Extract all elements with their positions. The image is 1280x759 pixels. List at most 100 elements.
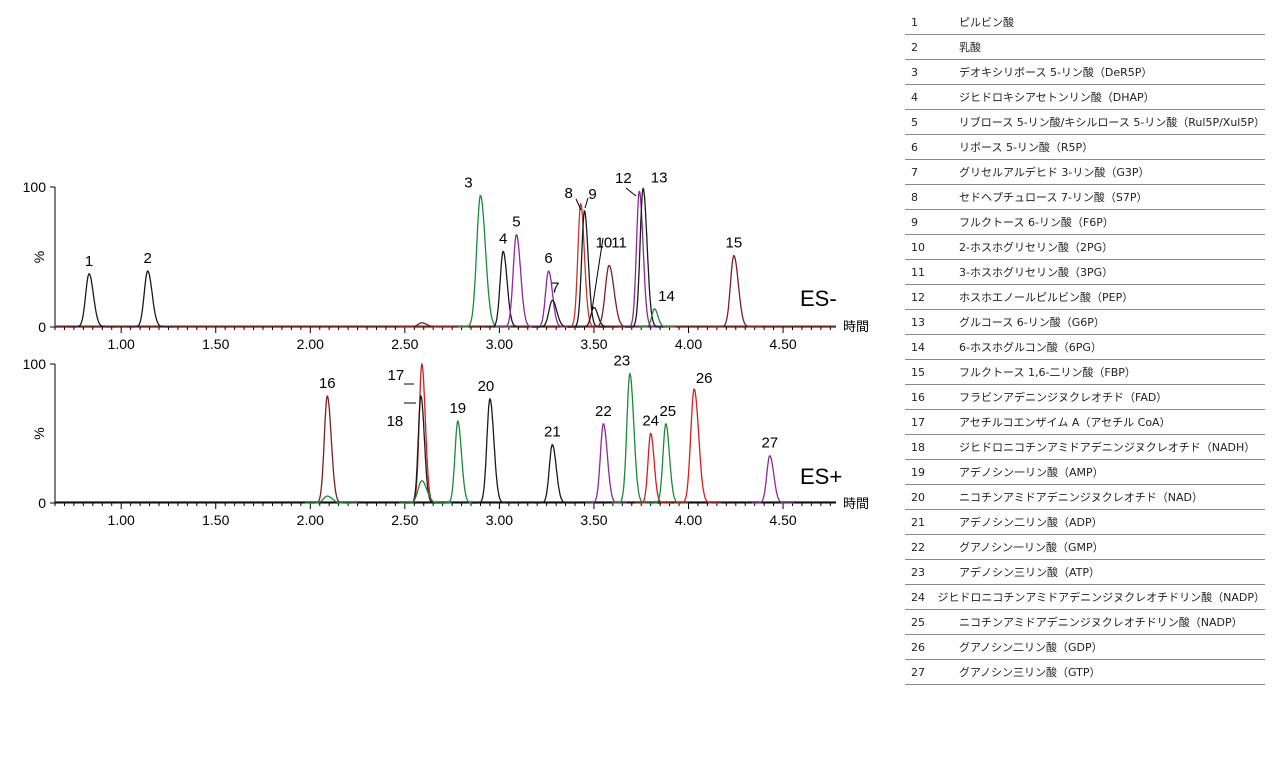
legend-row: 2 乳酸 xyxy=(905,35,1265,60)
legend-compound-name: ジヒドロニコチンアミドアデニンジヌクレオチドリン酸（NADP） xyxy=(937,591,1265,604)
legend-number: 9 xyxy=(911,215,918,229)
legend-compound-name: グアノシン二リン酸（GDP） xyxy=(959,641,1103,654)
peak-label: 3 xyxy=(464,174,472,191)
legend-number: 19 xyxy=(911,465,925,479)
legend-compound-name: グアノシン三リン酸（GTP） xyxy=(959,666,1101,679)
legend-row: 5 リブロース 5-リン酸/キシルロース 5-リン酸（Rul5P/Xul5P） xyxy=(905,110,1265,135)
peak-label: 7 xyxy=(551,279,559,296)
legend-compound-name: 乳酸 xyxy=(959,41,981,54)
legend-number: 1 xyxy=(911,15,918,29)
x-tick-label: 1.00 xyxy=(108,336,135,352)
legend-row: 12 ホスホエノールピルビン酸（PEP） xyxy=(905,285,1265,310)
peak-trace xyxy=(440,420,480,504)
y-tick-label: 0 xyxy=(38,319,46,335)
peak-label: 15 xyxy=(726,235,743,252)
peak-trace xyxy=(585,423,628,504)
legend-number: 5 xyxy=(911,115,918,129)
legend-row: 6 リボース 5-リン酸（R5P） xyxy=(905,135,1265,160)
legend-number: 3 xyxy=(911,65,918,79)
peak-label: 18 xyxy=(387,413,404,430)
peak-label: 11 xyxy=(611,234,627,251)
peak-trace xyxy=(68,273,117,328)
legend-row: 10 2-ホスホグリセリン酸（2PG） xyxy=(905,235,1265,260)
legend-row: 22 グアノシン一リン酸（GMP） xyxy=(905,535,1265,560)
legend-compound-name: フラビンアデニンジヌクレオチド（FAD） xyxy=(959,391,1168,404)
peak-label: 17 xyxy=(388,367,405,384)
label-leader-line xyxy=(575,198,582,211)
legend-number: 20 xyxy=(911,490,925,504)
legend-number: 21 xyxy=(911,515,925,529)
legend-number: 4 xyxy=(911,90,918,104)
y-tick-label: 100 xyxy=(23,356,47,372)
peak-trace xyxy=(673,388,722,504)
x-tick-label: 2.50 xyxy=(391,336,418,352)
x-tick-label: 4.00 xyxy=(675,512,702,528)
x-tick-label: 1.00 xyxy=(108,512,135,528)
x-tick-label: 2.00 xyxy=(297,336,324,352)
peak-label: 16 xyxy=(319,375,336,392)
peak-label: 26 xyxy=(696,370,713,387)
peak-label: 21 xyxy=(544,424,561,441)
legend-number: 18 xyxy=(911,440,925,454)
x-tick-label: 1.50 xyxy=(202,512,229,528)
x-tick-label: 2.50 xyxy=(391,512,418,528)
legend-compound-name: 6-ホスホグルコン酸（6PG） xyxy=(959,341,1102,354)
peak-label: 22 xyxy=(595,403,612,420)
y-axis-label: % xyxy=(31,427,47,439)
peak-trace xyxy=(309,394,351,504)
legend-compound-name: リブロース 5-リン酸/キシルロース 5-リン酸（Rul5P/Xul5P） xyxy=(958,116,1265,129)
ionization-mode-label: ES+ xyxy=(800,464,842,489)
legend-row: 1 ピルビン酸 xyxy=(905,10,1265,35)
peak-trace xyxy=(575,306,618,328)
peak-label: 2 xyxy=(143,250,151,267)
legend-row: 21 アデノシン二リン酸（ADP） xyxy=(905,510,1265,535)
peak-label: 14 xyxy=(658,288,675,305)
legend-number: 22 xyxy=(911,540,925,554)
chromatogram-es-plus: 1.00 1.50 2.00 2.50 3.00 3.50 4.00 4.50 0 100% ES+… xyxy=(23,353,869,528)
x-tick-label: 3.50 xyxy=(580,512,607,528)
x-tick-label: 1.50 xyxy=(202,336,229,352)
peak-trace xyxy=(399,322,453,328)
peak-trace xyxy=(534,443,576,504)
legend-compound-name: アデノシン二リン酸（ADP） xyxy=(959,516,1103,529)
peak-label: 9 xyxy=(588,186,596,203)
legend-number: 14 xyxy=(911,340,925,354)
legend-row: 13 グルコース 6-リン酸（G6P） xyxy=(905,310,1265,335)
legend-number: 7 xyxy=(911,165,918,179)
legend-row: 27 グアノシン三リン酸（GTP） xyxy=(905,660,1265,685)
x-tick-label: 3.00 xyxy=(486,512,513,528)
label-leader-line xyxy=(591,237,604,311)
peak-label: 4 xyxy=(499,230,507,247)
peak-label: 24 xyxy=(642,413,659,430)
legend-compound-name: ジヒドロキシアセトンリン酸（DHAP） xyxy=(959,91,1155,104)
peak-label: 20 xyxy=(478,378,495,395)
legend-number: 26 xyxy=(911,640,925,654)
legend-compound-name: アデノシン三リン酸（ATP） xyxy=(959,566,1101,579)
legend-row: 9 フルクトース 6-リン酸（F6P） xyxy=(905,210,1265,235)
x-tick-label: 4.50 xyxy=(769,512,796,528)
legend-compound-name: 3-ホスホグリセリン酸（3PG） xyxy=(959,266,1114,279)
peak-trace xyxy=(471,397,514,504)
legend-row: 8 セドヘプチュロース 7-リン酸（S7P） xyxy=(905,185,1265,210)
legend-number: 17 xyxy=(911,415,925,429)
legend-row: 16 フラビンアデニンジヌクレオチド（FAD） xyxy=(905,385,1265,410)
y-tick-label: 100 xyxy=(23,179,47,195)
peak-trace xyxy=(751,454,794,504)
x-tick-label: 3.00 xyxy=(486,336,513,352)
legend-row: 20 ニコチンアミドアデニンジヌクレオチド（NAD） xyxy=(905,485,1265,510)
y-axis-label: % xyxy=(31,251,47,263)
peak-label: 19 xyxy=(449,400,466,417)
label-leader-line xyxy=(625,187,637,197)
legend-compound-name: セドヘプチュロース 7-リン酸（S7P） xyxy=(959,191,1148,204)
legend-compound-name: グアノシン一リン酸（GMP） xyxy=(959,541,1104,554)
peak-label: 1 xyxy=(85,253,93,270)
legend-compound-name: フルクトース 1,6-二リン酸（FBP） xyxy=(959,366,1136,379)
peak-trace xyxy=(567,209,607,328)
legend-number: 2 xyxy=(911,40,918,54)
legend-row: 25 ニコチンアミドアデニンジヌクレオチドリン酸（NADP） xyxy=(905,610,1265,635)
peak-label: 25 xyxy=(659,403,676,420)
legend-compound-name: アセチルコエンザイム A（アセチル CoA） xyxy=(959,416,1171,429)
legend-row: 15 フルクトース 1,6-二リン酸（FBP） xyxy=(905,360,1265,385)
legend-row: 11 3-ホスホグリセリン酸（3PG） xyxy=(905,260,1265,285)
compound-legend-table: 1 ピルビン酸 2 乳酸 3 デオキシリボース 5-リン酸（DeR5P） 4 ジヒドロキシアセ… xyxy=(905,10,1265,685)
